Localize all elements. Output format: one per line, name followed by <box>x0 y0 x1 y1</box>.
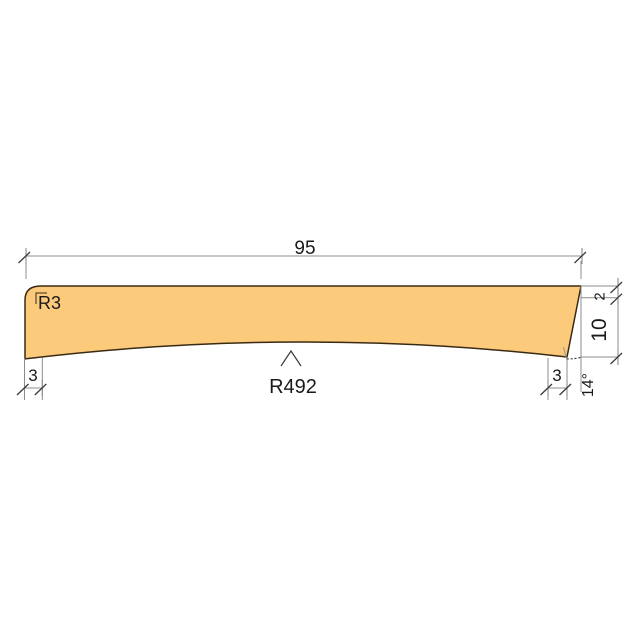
svg-text:3: 3 <box>28 366 37 385</box>
svg-text:R492: R492 <box>269 376 317 398</box>
svg-text:R3: R3 <box>38 293 61 313</box>
svg-text:10: 10 <box>588 318 611 341</box>
svg-text:95: 95 <box>294 238 315 259</box>
svg-text:2: 2 <box>592 292 609 300</box>
svg-text:14°: 14° <box>580 373 597 397</box>
svg-text:3: 3 <box>552 366 561 385</box>
